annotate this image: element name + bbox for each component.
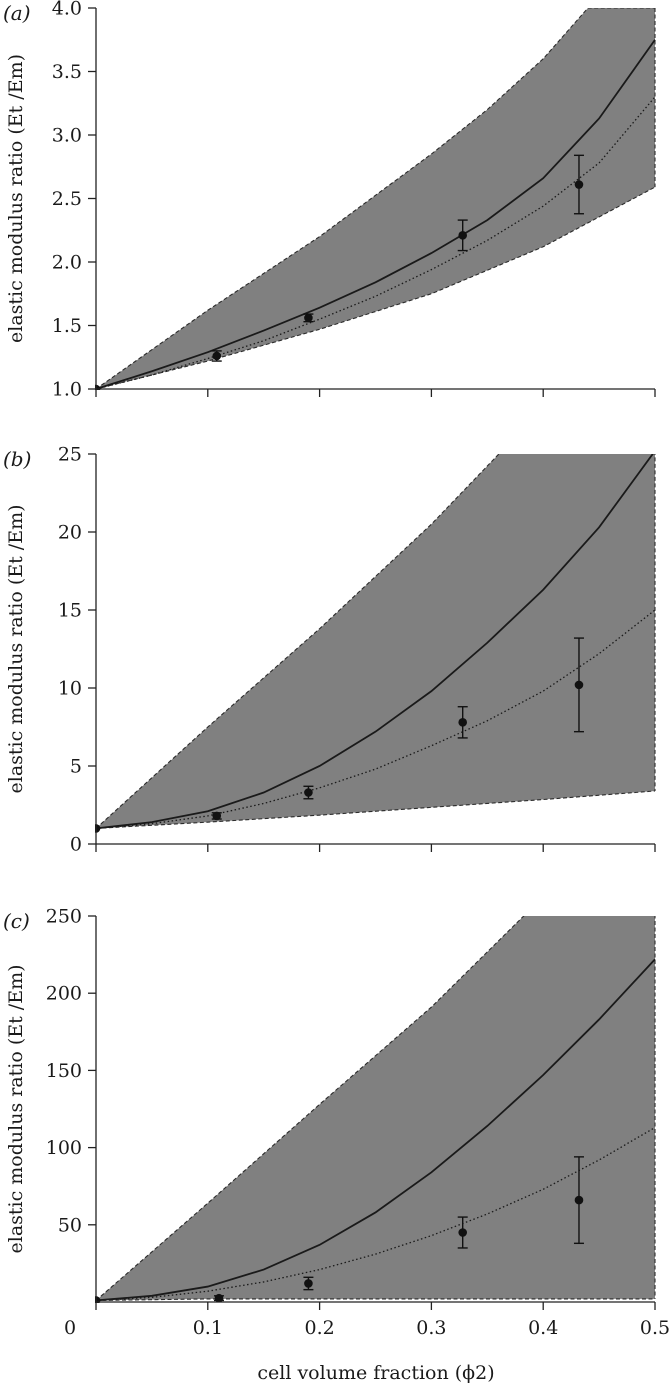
model-line-solid <box>95 958 656 1302</box>
x-tick-label: 0 <box>64 1317 76 1339</box>
data-point <box>574 680 584 690</box>
lower-bound-line <box>95 186 656 390</box>
y-tick-label: 100 <box>46 1137 82 1159</box>
y-tick-label: 150 <box>46 1060 82 1082</box>
model-line-solid <box>95 39 656 390</box>
bounds-band <box>96 8 655 389</box>
y-tick-label: 10 <box>58 678 82 700</box>
y-tick-label: 5 <box>70 756 82 778</box>
y-tick-label: 50 <box>58 1214 82 1236</box>
y-tick-label: 250 <box>46 906 82 928</box>
y-tick-label: 2.5 <box>52 188 82 210</box>
y-axis-title: elastic modulus ratio (Et /Em) <box>5 54 27 343</box>
y-tick-label: 20 <box>58 522 82 544</box>
lower-bound-line <box>95 790 656 829</box>
data-point <box>458 1228 468 1237</box>
y-tick-label: 3.0 <box>52 125 82 147</box>
y-tick-label: 25 <box>58 444 82 466</box>
lower-bound-line <box>95 1298 655 1302</box>
chart-panel-1: 1.0 1.5 2.0 2.5 3.0 3.5 4.0 (a) elastic modulus … <box>3 0 656 401</box>
panel-label: (b) <box>3 447 31 471</box>
x-tick-label: 0.5 <box>640 1317 670 1339</box>
y-tick-label: 2.0 <box>52 252 82 274</box>
y-axis-title: elastic modulus ratio (Et /Em) <box>5 504 27 793</box>
data-point <box>574 180 584 189</box>
upper-bound-line <box>95 454 500 829</box>
y-axis-title: elastic modulus ratio (Et /Em) <box>5 964 27 1253</box>
y-tick-label: 1.0 <box>52 379 82 401</box>
data-point <box>304 788 313 797</box>
chart-panel-3: 50 100 150 200 250 0 0.1 0.2 0.3 0.4 0.5 (c) elastic… <box>3 906 670 1340</box>
bounds-band <box>96 916 655 1301</box>
model-line-solid <box>95 454 654 830</box>
plot-area <box>95 454 656 833</box>
x-tick-label: 0.1 <box>193 1317 223 1339</box>
upper-bound-line <box>95 8 655 390</box>
data-point <box>212 811 222 821</box>
y-tick-label: 3.5 <box>52 61 82 83</box>
x-tick-label: 0.3 <box>416 1317 446 1339</box>
model-line-dotted <box>95 96 656 390</box>
plot-area <box>95 8 656 390</box>
y-tick-label: 200 <box>46 983 82 1005</box>
panel-label: (a) <box>3 1 31 25</box>
data-point <box>458 718 468 727</box>
chart-panel-2: 0 5 10 15 20 25 (b) elastic modulus ratio (Et /… <box>3 444 656 856</box>
y-tick-label: 15 <box>58 600 82 622</box>
x-tick-label: 0.2 <box>304 1317 334 1339</box>
x-tick-label: 0.4 <box>528 1317 558 1339</box>
y-tick-label: 0 <box>70 834 82 856</box>
data-point <box>214 1293 224 1303</box>
data-point <box>212 351 222 361</box>
data-point <box>304 313 313 323</box>
upper-bound-line <box>95 916 525 1301</box>
model-line-dotted <box>95 1126 656 1302</box>
x-axis-title: cell volume fraction (ϕ2) <box>257 1362 494 1384</box>
y-tick-label: 4.0 <box>52 0 82 20</box>
plot-area <box>95 916 656 1303</box>
bounds-band <box>96 454 655 829</box>
data-point <box>574 1195 584 1205</box>
data-point <box>304 1279 313 1288</box>
data-point <box>458 231 468 240</box>
y-tick-label: 1.5 <box>52 315 82 337</box>
panel-label: (c) <box>3 909 30 933</box>
